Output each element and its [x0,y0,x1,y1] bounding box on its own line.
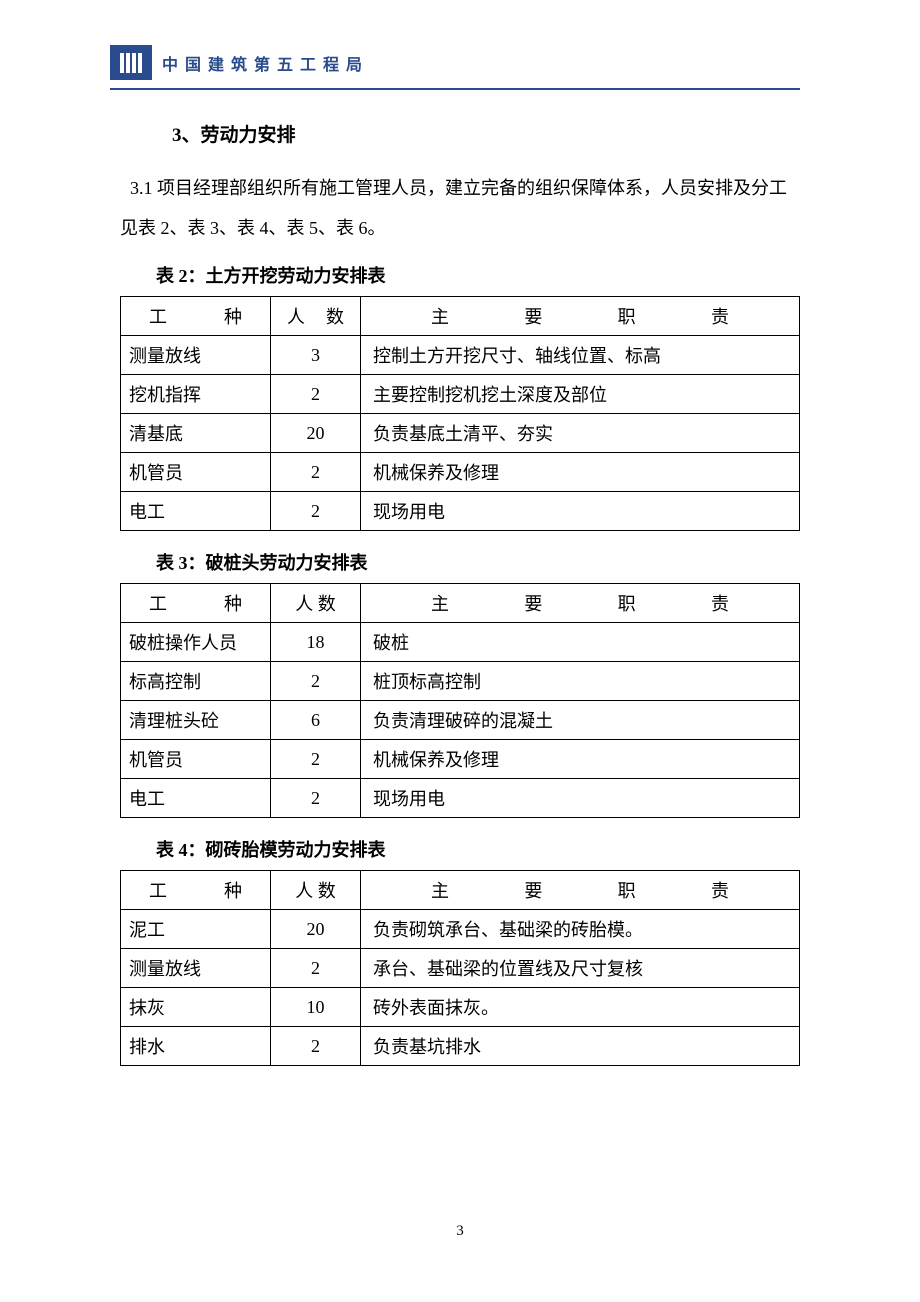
header-count: 人 数 [271,584,361,623]
cell-duty: 机械保养及修理 [361,453,800,492]
cell-count: 18 [271,623,361,662]
table-row: 排水 2 负责基坑排水 [121,1027,800,1066]
table-header-row: 工种 人数 主要职责 [121,297,800,336]
cell-count: 10 [271,988,361,1027]
labor-table-4: 工种 人 数 主要职责 泥工 20 负责砌筑承台、基础梁的砖胎模。 测量放线 2… [120,870,800,1066]
cell-type: 电工 [121,492,271,531]
company-logo [110,45,152,80]
cell-count: 2 [271,453,361,492]
cell-duty: 负责基底土清平、夯实 [361,414,800,453]
table-caption: 表 2：土方开挖劳动力安排表 [156,262,800,288]
header-duty: 主要职责 [361,297,800,336]
table-row: 测量放线 3 控制土方开挖尺寸、轴线位置、标高 [121,336,800,375]
page-number: 3 [456,1223,464,1240]
cell-count: 2 [271,375,361,414]
table-row: 清理桩头砼 6 负责清理破碎的混凝土 [121,701,800,740]
cell-duty: 主要控制挖机挖土深度及部位 [361,375,800,414]
cell-duty: 机械保养及修理 [361,740,800,779]
cell-type: 机管员 [121,740,271,779]
cell-duty: 承台、基础梁的位置线及尺寸复核 [361,949,800,988]
cell-count: 2 [271,492,361,531]
cell-count: 2 [271,949,361,988]
table-row: 破桩操作人员 18 破桩 [121,623,800,662]
table-row: 测量放线 2 承台、基础梁的位置线及尺寸复核 [121,949,800,988]
table-row: 机管员 2 机械保养及修理 [121,740,800,779]
table-row: 泥工 20 负责砌筑承台、基础梁的砖胎模。 [121,910,800,949]
header-type: 工种 [121,871,271,910]
table-header-row: 工种 人 数 主要职责 [121,871,800,910]
cell-count: 3 [271,336,361,375]
cell-count: 2 [271,662,361,701]
cell-count: 2 [271,740,361,779]
cell-count: 2 [271,779,361,818]
table-header-row: 工种 人 数 主要职责 [121,584,800,623]
header-count: 人数 [271,297,361,336]
section-paragraph: 3.1 项目经理部组织所有施工管理人员，建立完备的组织保障体系，人员安排及分工见… [120,169,800,248]
cell-duty: 桩顶标高控制 [361,662,800,701]
table-caption: 表 4：砌砖胎模劳动力安排表 [156,836,800,862]
table-caption: 表 3：破桩头劳动力安排表 [156,549,800,575]
table-row: 机管员 2 机械保养及修理 [121,453,800,492]
cell-duty: 现场用电 [361,779,800,818]
cell-duty: 负责清理破碎的混凝土 [361,701,800,740]
cell-duty: 负责砌筑承台、基础梁的砖胎模。 [361,910,800,949]
cell-type: 测量放线 [121,949,271,988]
header-duty: 主要职责 [361,871,800,910]
header-duty: 主要职责 [361,584,800,623]
cell-type: 抹灰 [121,988,271,1027]
cell-type: 排水 [121,1027,271,1066]
cell-type: 机管员 [121,453,271,492]
section-title: 3、劳动力安排 [172,120,800,147]
table-row: 清基底 20 负责基底土清平、夯实 [121,414,800,453]
cell-type: 标高控制 [121,662,271,701]
cell-count: 20 [271,414,361,453]
table-row: 电工 2 现场用电 [121,779,800,818]
company-name: 中国建筑第五工程局 [162,51,369,75]
labor-table-3: 工种 人 数 主要职责 破桩操作人员 18 破桩 标高控制 2 桩顶标高控制 清… [120,583,800,818]
cell-type: 清理桩头砼 [121,701,271,740]
cell-duty: 砖外表面抹灰。 [361,988,800,1027]
cell-type: 破桩操作人员 [121,623,271,662]
table-row: 挖机指挥 2 主要控制挖机挖土深度及部位 [121,375,800,414]
labor-table-2: 工种 人数 主要职责 测量放线 3 控制土方开挖尺寸、轴线位置、标高 挖机指挥 … [120,296,800,531]
cell-duty: 控制土方开挖尺寸、轴线位置、标高 [361,336,800,375]
header-type: 工种 [121,584,271,623]
cell-type: 测量放线 [121,336,271,375]
cell-type: 泥工 [121,910,271,949]
header-type: 工种 [121,297,271,336]
cell-count: 20 [271,910,361,949]
cell-count: 2 [271,1027,361,1066]
cell-type: 电工 [121,779,271,818]
cell-count: 6 [271,701,361,740]
cell-duty: 现场用电 [361,492,800,531]
header-count: 人 数 [271,871,361,910]
table-row: 抹灰 10 砖外表面抹灰。 [121,988,800,1027]
table-row: 电工 2 现场用电 [121,492,800,531]
page-header: 中国建筑第五工程局 [110,45,800,90]
cell-duty: 负责基坑排水 [361,1027,800,1066]
cell-duty: 破桩 [361,623,800,662]
cell-type: 挖机指挥 [121,375,271,414]
cell-type: 清基底 [121,414,271,453]
table-row: 标高控制 2 桩顶标高控制 [121,662,800,701]
